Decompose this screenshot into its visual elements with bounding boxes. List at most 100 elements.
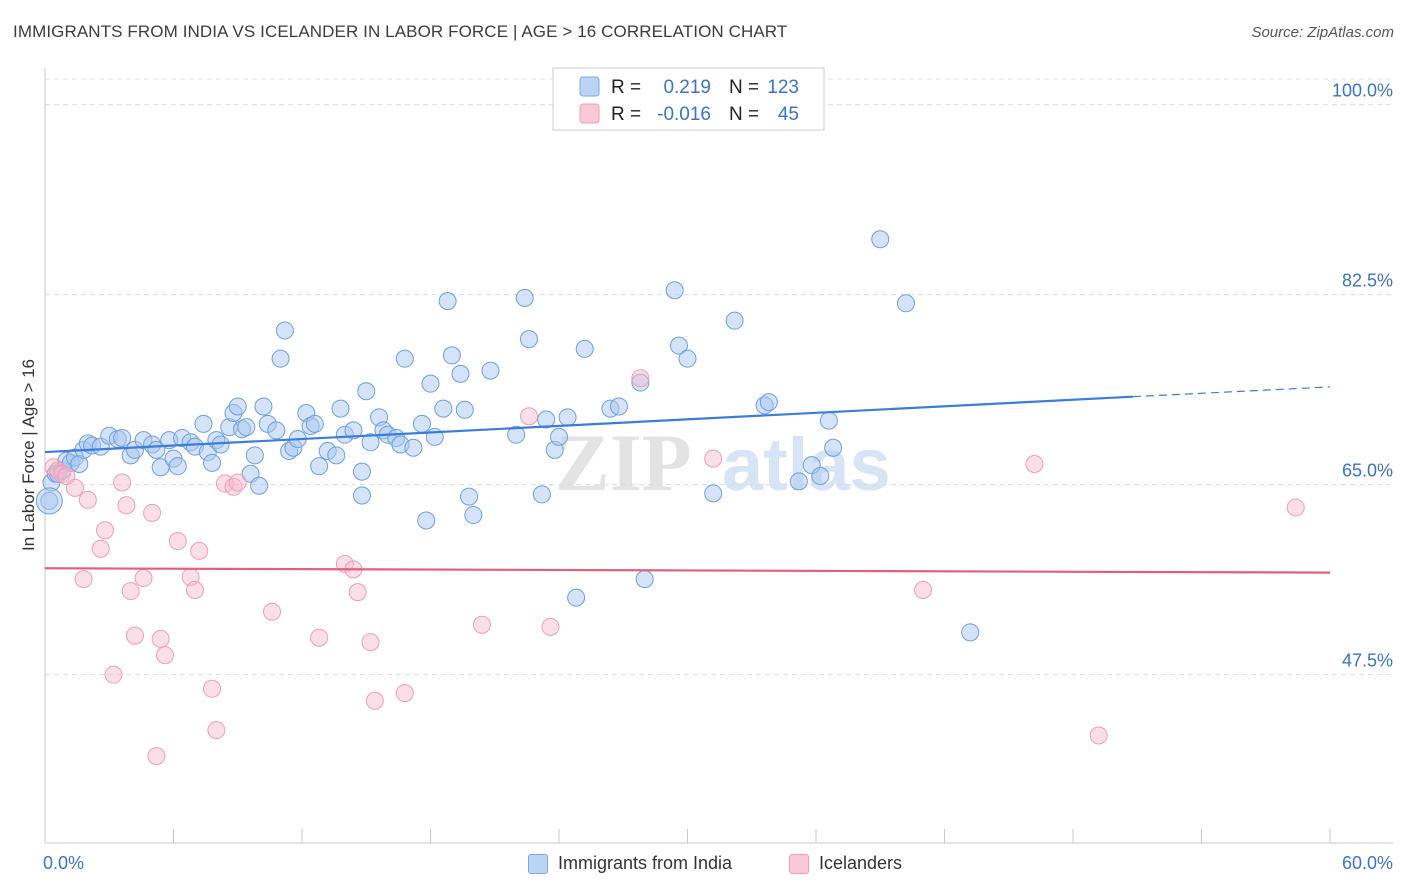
data-point-icelanders xyxy=(395,684,414,703)
legend-item-india: Immigrants from India xyxy=(528,853,732,874)
legend-swatch-icelanders xyxy=(579,103,600,124)
data-point-icelanders xyxy=(185,580,204,599)
data-point-india xyxy=(665,281,684,300)
data-point-icelanders xyxy=(310,628,329,647)
data-point-icelanders xyxy=(1025,455,1044,474)
data-point-india xyxy=(455,400,474,419)
data-point-india xyxy=(228,397,247,416)
legend-swatch-icelanders-bottom xyxy=(789,853,809,874)
data-point-india xyxy=(203,453,222,472)
data-point-india xyxy=(237,418,256,437)
data-point-india xyxy=(451,364,470,383)
data-point-icelanders xyxy=(472,615,491,634)
data-point-icelanders xyxy=(134,569,153,588)
legend-swatch-india xyxy=(579,76,600,97)
x-tick-label-max: 60.0% xyxy=(1342,853,1393,873)
source-label: Source: ZipAtlas.com xyxy=(1251,24,1394,41)
data-point-india xyxy=(245,446,264,465)
data-point-india xyxy=(344,421,363,440)
data-point-icelanders xyxy=(95,521,114,540)
data-point-icelanders xyxy=(155,646,174,665)
legend-swatch-india-bottom xyxy=(528,853,548,874)
data-point-india xyxy=(481,361,500,380)
data-point-india xyxy=(352,462,371,481)
legend-r-value-2: -0.016 xyxy=(657,104,711,125)
data-point-india xyxy=(460,487,479,506)
data-point-india xyxy=(310,457,329,476)
data-point-icelanders xyxy=(117,496,136,515)
data-point-india xyxy=(635,570,654,589)
data-point-icelanders xyxy=(125,626,144,645)
data-point-india xyxy=(464,506,483,525)
data-point-india xyxy=(357,382,376,401)
data-point-icelanders xyxy=(190,541,209,560)
data-point-india xyxy=(819,411,838,430)
data-point-india xyxy=(609,397,628,416)
data-point-india xyxy=(824,438,843,457)
data-point-icelanders xyxy=(78,490,97,509)
trend-lines xyxy=(44,386,1331,574)
data-point-icelanders xyxy=(361,633,380,652)
data-point-india xyxy=(704,484,723,503)
data-point-icelanders xyxy=(151,629,170,648)
data-point-india xyxy=(250,476,269,495)
data-point-india xyxy=(532,485,551,504)
data-point-icelanders xyxy=(65,478,84,497)
data-point-india xyxy=(567,588,586,607)
data-point-india xyxy=(515,288,534,307)
data-point-india xyxy=(327,446,346,465)
data-point-icelanders xyxy=(207,721,226,740)
trendline-icelanders xyxy=(44,567,1331,574)
legend-label-icelanders: Icelanders xyxy=(819,853,903,873)
data-point-icelanders xyxy=(113,473,132,492)
data-point-india xyxy=(267,421,286,440)
data-point-india xyxy=(759,393,778,412)
data-point-india xyxy=(871,230,890,249)
gridlines xyxy=(45,78,1393,676)
data-point-icelanders xyxy=(143,503,162,522)
data-point-icelanders xyxy=(348,583,367,602)
data-point-india xyxy=(275,321,294,340)
data-point-icelanders xyxy=(228,473,247,492)
data-point-india xyxy=(361,433,380,452)
data-point-india xyxy=(331,399,350,418)
data-point-india xyxy=(811,466,830,485)
data-point-india xyxy=(550,427,568,446)
data-point-india xyxy=(412,414,431,433)
legend-n-label-1: N = xyxy=(729,77,759,98)
legend-r-label-2: R = xyxy=(611,104,641,125)
data-point-india xyxy=(194,414,213,433)
data-point-icelanders xyxy=(1286,498,1305,517)
trendline-india-extension xyxy=(1132,386,1331,398)
y-tick-label: 47.5% xyxy=(1342,651,1393,671)
data-point-icelanders xyxy=(168,532,187,551)
legend-n-value-1: 123 xyxy=(767,77,799,98)
data-point-icelanders xyxy=(631,369,650,388)
data-point-icelanders xyxy=(1089,726,1108,745)
data-point-india xyxy=(507,425,526,444)
data-point-icelanders xyxy=(147,747,166,766)
data-point-india xyxy=(631,373,650,392)
data-point-india xyxy=(961,623,980,642)
data-point-icelanders xyxy=(104,665,123,684)
tick-labels: 47.5% 65.0% 82.5% 100.0% 0.0% 60.0% xyxy=(43,81,1393,873)
data-point-icelanders xyxy=(914,580,933,599)
data-point-india xyxy=(168,457,187,476)
data-point-india xyxy=(404,438,423,457)
data-point-icelanders xyxy=(520,407,539,426)
data-point-india xyxy=(442,346,461,365)
data-point-india xyxy=(558,408,577,427)
axes xyxy=(44,68,1393,844)
data-point-india xyxy=(678,349,697,368)
legend-r-label-1: R = xyxy=(611,77,641,98)
data-point-india xyxy=(434,399,453,418)
data-point-india xyxy=(417,511,436,530)
data-point-india xyxy=(537,410,556,429)
legend-label-india: Immigrants from India xyxy=(558,853,733,873)
data-point-india xyxy=(395,349,414,368)
legend-n-value-2: 45 xyxy=(778,104,799,125)
data-point-icelanders xyxy=(121,582,140,601)
data-point-india xyxy=(438,292,457,311)
data-point-india xyxy=(789,472,808,491)
